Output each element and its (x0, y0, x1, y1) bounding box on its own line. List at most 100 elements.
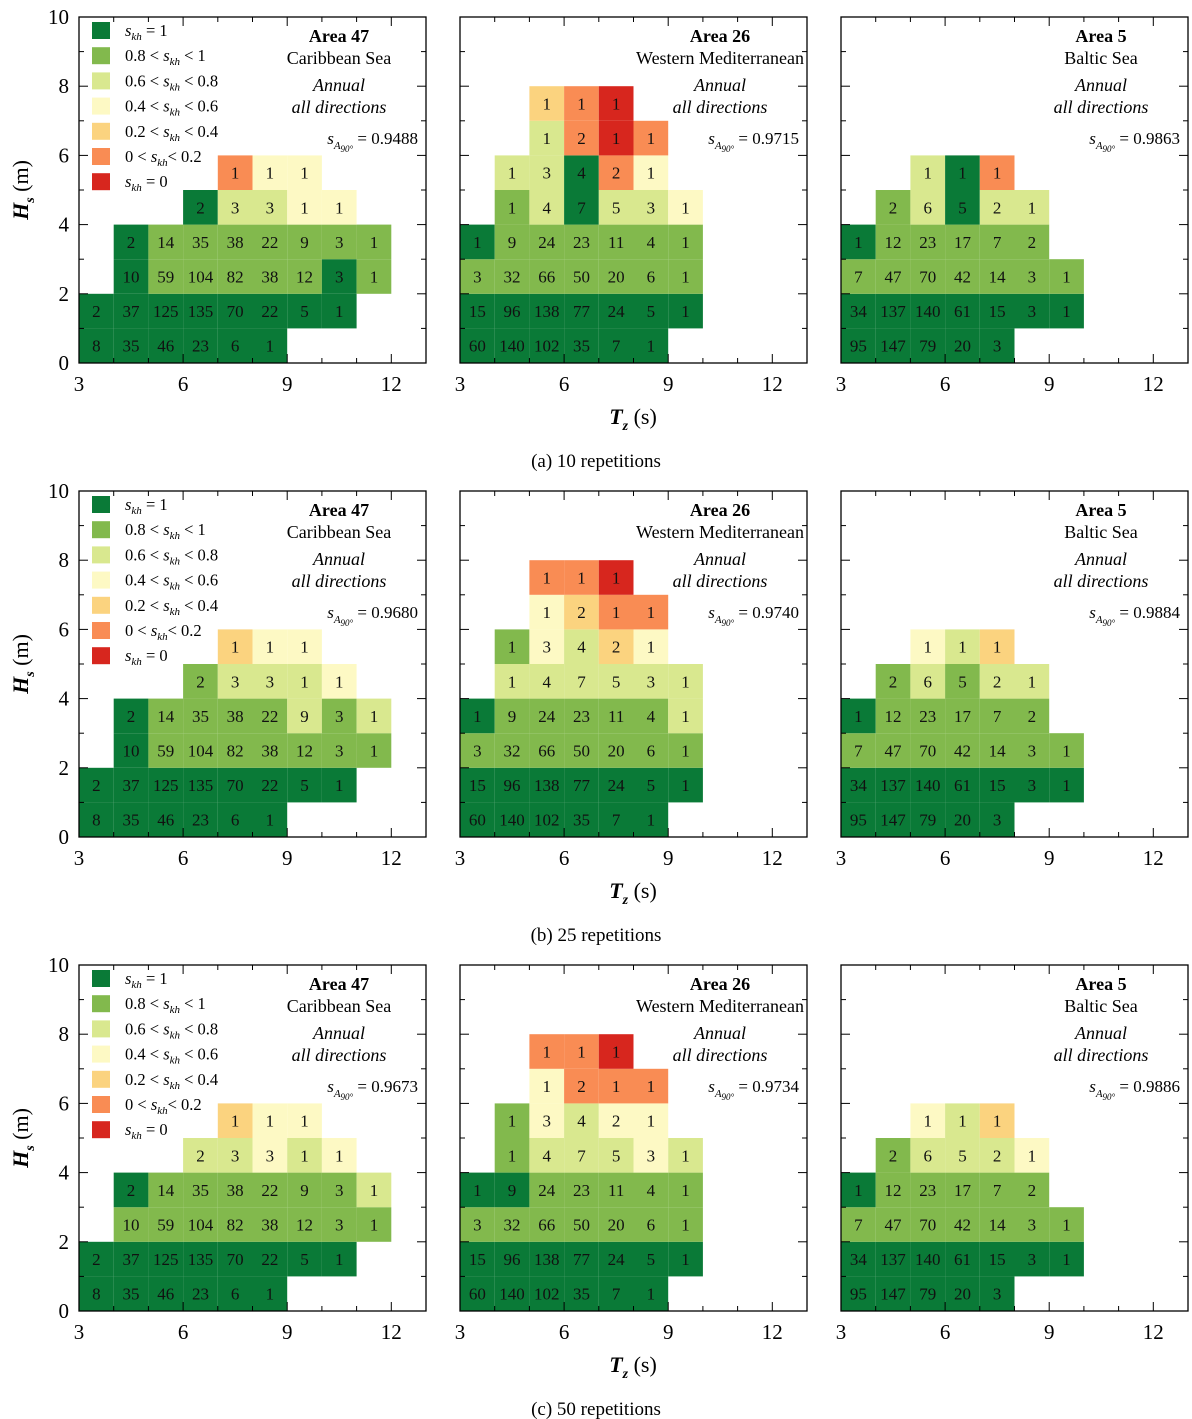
legend-label: 0.6 < skh < 0.8 (125, 71, 218, 93)
legend-subscript: kh (131, 31, 142, 43)
cell-count-label: 6 (231, 1285, 240, 1304)
heatmap-cell (633, 190, 669, 225)
cell-count-label: 14 (989, 1216, 1007, 1235)
heatmap-cell (217, 767, 253, 803)
cell-count-label: 3 (647, 1146, 656, 1165)
heatmap-cell (529, 1138, 565, 1173)
sa-number: = 0.9715 (734, 129, 799, 148)
heatmap-cell (668, 698, 703, 734)
heatmap-cell (564, 293, 599, 329)
legend-label: 0.4 < skh < 0.6 (125, 97, 218, 119)
legend-swatch (92, 148, 110, 165)
cell-count-label: 6 (647, 268, 656, 287)
cell-count-label: 47 (885, 268, 903, 287)
cell-count-label: 147 (880, 337, 906, 356)
cell-count-label: 2 (993, 1146, 1002, 1165)
heatmap-cell (1049, 1207, 1084, 1242)
cell-count-label: 96 (504, 776, 521, 795)
heatmap-cell (598, 767, 634, 803)
x-tick-label: 6 (559, 1320, 570, 1344)
cell-count-label: 3 (647, 672, 656, 691)
cell-count-label: 22 (261, 302, 278, 321)
heatmap-cell (529, 698, 565, 734)
legend-prefix: 0.8 < (125, 520, 163, 539)
legend-label: 0.4 < skh < 0.6 (125, 1045, 218, 1067)
legend-label: skh = 1 (125, 969, 168, 991)
y-axis-title: Hs (m) (8, 1108, 38, 1169)
heatmap-cell (148, 698, 184, 734)
heatmap-cell (321, 1138, 357, 1173)
heatmap-cell (148, 259, 184, 294)
heatmap-cell (564, 190, 599, 225)
direction-label: all directions (292, 571, 387, 591)
cell-count-label: 2 (196, 1146, 205, 1165)
legend-label: skh = 0 (125, 172, 168, 194)
cell-count-label: 2 (993, 672, 1002, 691)
sa-subscript: A (1095, 614, 1103, 626)
sa-symbol: s (327, 603, 334, 622)
legend-label: skh = 0 (125, 1120, 168, 1142)
legend-subscript: kh (131, 182, 142, 194)
cell-count-label: 1 (854, 707, 863, 726)
legend-prefix: 0.8 < (125, 994, 163, 1013)
cell-count-label: 2 (127, 233, 136, 252)
heatmap-cell (910, 629, 946, 664)
heatmap-cell (529, 560, 565, 595)
legend-symbol: s (163, 545, 169, 564)
cell-count-label: 35 (573, 1285, 590, 1304)
heatmap-cell (910, 698, 946, 734)
heatmap-cell (321, 767, 357, 803)
cell-count-label: 1 (508, 198, 517, 217)
cell-count-label: 1 (1062, 742, 1071, 761)
heatmap-cell (183, 767, 218, 803)
legend-symbol: s (125, 495, 131, 514)
legend-subscript: kh (170, 581, 181, 593)
x-axis-title: Tz (s) (609, 878, 657, 908)
heatmap-cell (148, 1241, 184, 1277)
cell-count-label: 2 (612, 638, 621, 657)
heatmap-cell (633, 1138, 669, 1173)
heatmap-cell (633, 594, 669, 630)
cell-count-label: 104 (188, 742, 214, 761)
area-title: Area 5 (1075, 500, 1126, 520)
cell-count-label: 140 (915, 302, 941, 321)
y-tick-label: 6 (59, 617, 70, 641)
heatmap-cell (113, 802, 149, 837)
cell-count-label: 1 (681, 672, 690, 691)
cell-count-label: 12 (296, 268, 313, 287)
heatmap-cell (979, 1276, 1015, 1311)
heatmap-cell (287, 767, 322, 803)
heatmap-cell (910, 1276, 946, 1311)
direction-label: all directions (673, 1045, 768, 1065)
cell-count-label: 1 (300, 1112, 309, 1131)
heatmap-cell (875, 1172, 911, 1208)
heatmap-cell (252, 802, 288, 837)
heatmap-cell (875, 802, 911, 837)
cell-count-label: 59 (157, 268, 174, 287)
legend-swatch (92, 1096, 110, 1113)
cell-count-label: 1 (854, 1181, 863, 1200)
cell-count-label: 24 (608, 302, 626, 321)
heatmap-cell (945, 190, 980, 225)
legend-suffix: < 0.8 (180, 545, 218, 564)
cell-count-label: 79 (919, 337, 936, 356)
heatmap-cell (598, 1103, 634, 1138)
cell-count-label: 11 (608, 1181, 624, 1200)
heatmap-cell (875, 767, 911, 803)
sa-symbol: s (708, 1077, 715, 1096)
heatmap-cell (633, 1068, 669, 1104)
cell-count-label: 147 (880, 811, 906, 830)
legend-suffix: < 0.8 (180, 1019, 218, 1038)
cell-count-label: 50 (573, 1216, 590, 1235)
heatmap-cell (1014, 664, 1050, 699)
cell-count-label: 1 (577, 95, 586, 114)
heatmap-cell (564, 767, 599, 803)
cell-count-label: 4 (543, 672, 552, 691)
heatmap-cell (564, 1207, 599, 1242)
heatmap-cell (252, 328, 288, 363)
cell-count-label: 9 (508, 707, 517, 726)
cell-count-label: 70 (227, 1250, 244, 1269)
y-tick-label: 2 (59, 282, 70, 306)
cell-count-label: 1 (924, 164, 933, 183)
y-axis-title-unit: (m) (8, 1108, 33, 1145)
